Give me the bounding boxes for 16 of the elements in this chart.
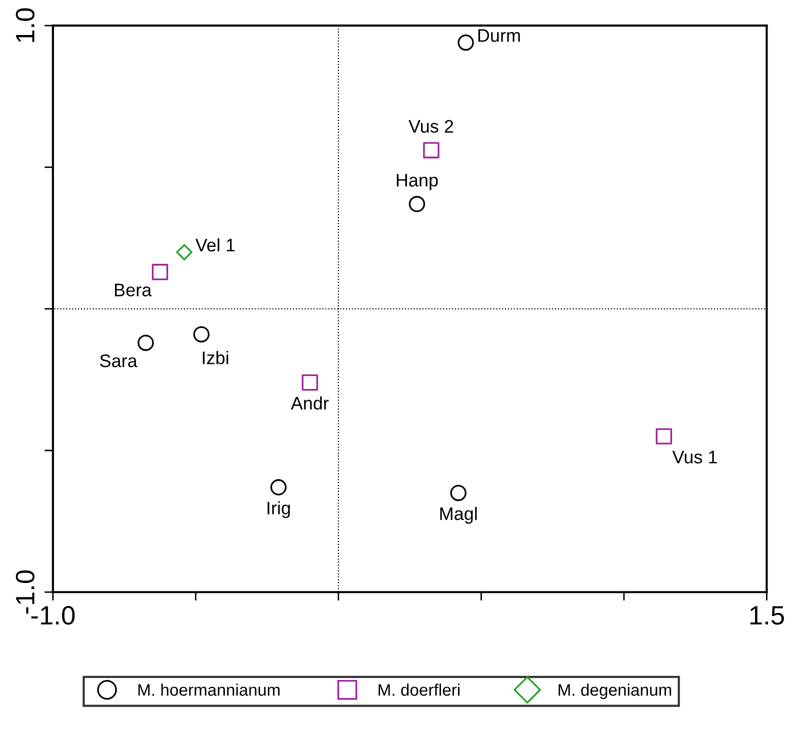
annotation: Hanp: [396, 174, 438, 190]
annotation: Durm: [478, 29, 520, 42]
y-tick-label: 1.0: [16, 8, 35, 42]
annotation: Sara: [100, 354, 138, 368]
legend-label: M. hoermannianum: [138, 684, 280, 696]
annotation: Izbi: [202, 351, 228, 364]
x-tick-label: 1.5: [750, 606, 784, 625]
annotation: Vus 2: [408, 120, 454, 133]
annotation: Vel 1: [195, 238, 235, 252]
legend-label: M. doerfleri: [378, 684, 460, 696]
annotation: Magl: [440, 506, 477, 524]
annotation: Vus 1: [672, 450, 717, 464]
annotation: Irig: [268, 501, 290, 518]
annotation: Bera: [115, 284, 152, 296]
legend-label: M. degenianum: [558, 684, 672, 700]
annotation: Andr: [290, 396, 329, 410]
